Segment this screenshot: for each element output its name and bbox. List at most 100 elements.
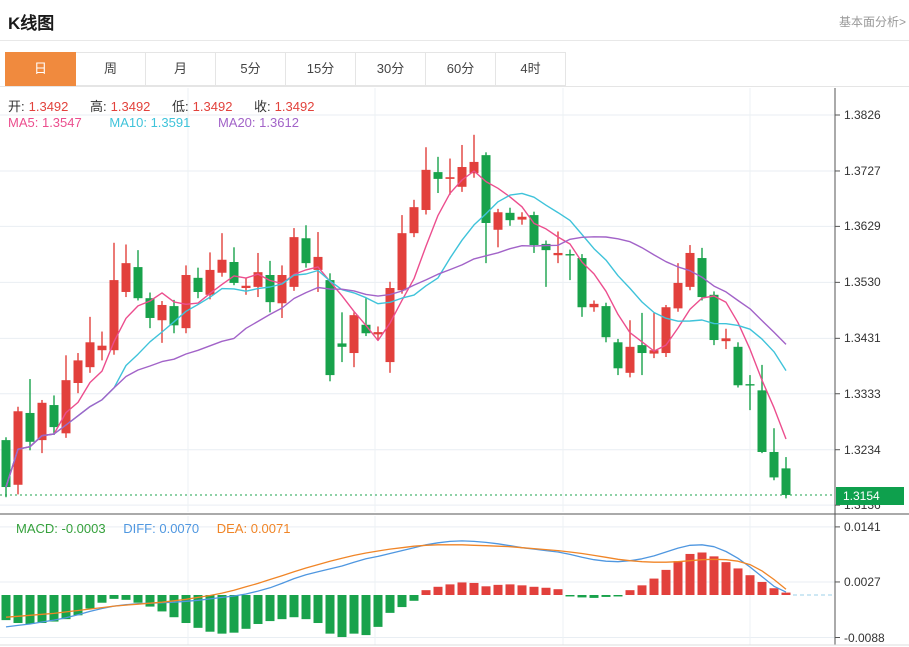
candle-body[interactable]: [445, 177, 455, 179]
candle-body[interactable]: [649, 350, 659, 354]
candle-body[interactable]: [313, 256, 323, 270]
candle-body[interactable]: [769, 451, 779, 478]
candle-body[interactable]: [673, 282, 683, 309]
fundamental-analysis-link[interactable]: 基本面分析>: [838, 15, 906, 29]
candle-body[interactable]: [577, 258, 587, 308]
candle-body[interactable]: [133, 267, 143, 299]
candle-body[interactable]: [589, 303, 599, 308]
candle-body[interactable]: [193, 277, 203, 292]
candle-body[interactable]: [289, 237, 299, 287]
candle-body[interactable]: [97, 345, 107, 351]
tab-5min[interactable]: 5分: [216, 52, 286, 86]
candle-body[interactable]: [265, 275, 275, 303]
tab-60min[interactable]: 60分: [426, 52, 496, 86]
tab-day[interactable]: 日: [5, 52, 76, 86]
macd-histogram-bar: [313, 595, 323, 624]
macd-histogram-bar: [601, 595, 611, 597]
candle-body[interactable]: [61, 380, 71, 434]
candle-body[interactable]: [109, 280, 119, 351]
candle-body[interactable]: [397, 233, 407, 291]
ma5-label: MA5:: [8, 115, 39, 130]
y-axis-label: 1.3530: [844, 275, 881, 290]
candle-body[interactable]: [253, 272, 263, 287]
candle-body[interactable]: [601, 306, 611, 338]
candle-body[interactable]: [685, 252, 695, 287]
candle-body[interactable]: [517, 216, 527, 220]
candle-body[interactable]: [709, 294, 719, 341]
candle-body[interactable]: [745, 384, 755, 386]
candle-body[interactable]: [241, 285, 251, 289]
candle-body[interactable]: [541, 243, 551, 251]
candle-body[interactable]: [733, 346, 743, 386]
candle-body[interactable]: [625, 346, 635, 373]
ma10-value: 1.3591: [150, 115, 191, 130]
dea-value: 0.0071: [250, 521, 291, 536]
candle-body[interactable]: [25, 412, 35, 442]
candle-body[interactable]: [205, 269, 215, 295]
candle-body[interactable]: [385, 288, 395, 363]
candle-body[interactable]: [169, 306, 179, 326]
candle-body[interactable]: [145, 298, 155, 318]
candle-body[interactable]: [229, 262, 239, 283]
tab-15min[interactable]: 15分: [286, 52, 356, 86]
macd-histogram-bar: [565, 595, 575, 597]
candle-body[interactable]: [37, 402, 47, 441]
open-value: 1.3492: [28, 99, 69, 114]
macd-histogram-bar: [61, 595, 71, 620]
tab-4hour[interactable]: 4时: [496, 52, 566, 86]
tab-week[interactable]: 周: [76, 52, 146, 86]
macd-histogram-bar: [505, 584, 515, 595]
candle-body[interactable]: [493, 212, 503, 230]
candle-body[interactable]: [181, 275, 191, 329]
candle-body[interactable]: [349, 315, 359, 354]
candle-body[interactable]: [373, 332, 383, 335]
macd-histogram-bar: [1, 595, 11, 621]
candle-body[interactable]: [361, 324, 371, 334]
macd-histogram-bar: [685, 553, 695, 595]
candle-body[interactable]: [157, 304, 167, 321]
candle-body[interactable]: [85, 342, 95, 368]
candle-body[interactable]: [49, 405, 59, 428]
macd-histogram-bar: [157, 595, 167, 612]
candle-body[interactable]: [301, 238, 311, 264]
candle-body[interactable]: [757, 390, 767, 452]
candle-body[interactable]: [469, 161, 479, 174]
candle-body[interactable]: [505, 212, 515, 221]
candle-body[interactable]: [433, 172, 443, 179]
candle-body[interactable]: [121, 263, 131, 292]
candle-body[interactable]: [325, 280, 335, 376]
macd-histogram-bar: [421, 590, 431, 595]
macd-histogram-bar: [481, 586, 491, 595]
macd-histogram-bar: [277, 595, 287, 620]
macd-histogram-bar: [433, 586, 443, 595]
candle-body[interactable]: [217, 259, 227, 273]
candle-body[interactable]: [277, 275, 287, 304]
low-value: 1.3492: [192, 99, 233, 114]
candle-body[interactable]: [553, 252, 563, 256]
candle-body[interactable]: [457, 167, 467, 187]
candle-body[interactable]: [565, 254, 575, 256]
candle-body[interactable]: [529, 215, 539, 246]
candle-body[interactable]: [13, 411, 23, 485]
ma-legend: MA5: 1.3547 MA10: 1.3591 MA20: 1.3612: [8, 115, 323, 130]
tab-month[interactable]: 月: [146, 52, 216, 86]
candle-body[interactable]: [697, 258, 707, 298]
tab-30min[interactable]: 30分: [356, 52, 426, 86]
ma5-value: 1.3547: [41, 115, 82, 130]
macd-histogram-bar: [493, 584, 503, 595]
macd-histogram-bar: [745, 575, 755, 595]
page-header: K线图 基本面分析>: [0, 0, 909, 41]
candle-body[interactable]: [409, 207, 419, 234]
candle-body[interactable]: [613, 342, 623, 369]
candle-body[interactable]: [481, 155, 491, 223]
candle-body[interactable]: [73, 360, 83, 383]
candle-body[interactable]: [337, 343, 347, 347]
candle-body[interactable]: [661, 307, 671, 354]
candle-body[interactable]: [781, 468, 791, 495]
candle-body[interactable]: [721, 338, 731, 342]
candle-body[interactable]: [421, 169, 431, 210]
candle-body[interactable]: [1, 440, 11, 488]
candle-body[interactable]: [637, 345, 647, 354]
macd-histogram-bar: [517, 585, 527, 595]
current-price-badge: 1.3154: [836, 487, 904, 505]
